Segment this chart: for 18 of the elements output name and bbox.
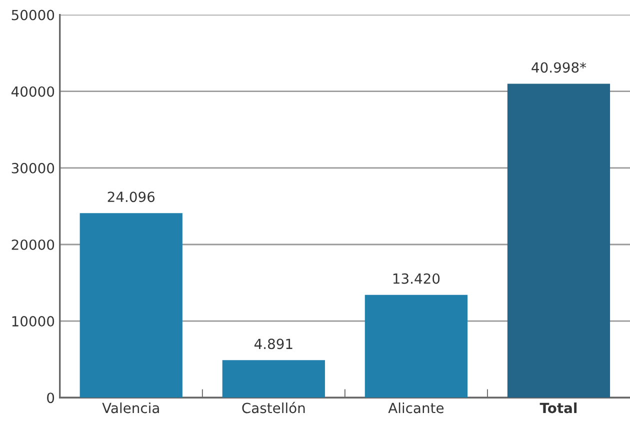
bar <box>507 84 610 398</box>
y-tick-label: 30000 <box>12 162 54 174</box>
bar <box>80 213 182 398</box>
x-tick-label: Total <box>540 402 577 414</box>
x-tick-label: Alicante <box>388 402 444 414</box>
x-tick-label: Valencia <box>102 402 159 414</box>
y-tick-label: 40000 <box>11 86 54 97</box>
y-tick-label: 20000 <box>12 239 54 250</box>
data-label: 24.096 <box>108 192 155 202</box>
y-tick-label: 0 <box>47 392 54 404</box>
y-tick-label: 50000 <box>12 10 54 20</box>
bar <box>222 360 325 398</box>
data-label: 4.891 <box>254 338 292 350</box>
data-label: 40.998* <box>532 62 586 73</box>
x-tick-label: Castellón <box>242 402 305 414</box>
y-tick-label: 10000 <box>12 316 54 327</box>
bar <box>364 294 468 398</box>
data-label: 13.420 <box>393 273 440 284</box>
